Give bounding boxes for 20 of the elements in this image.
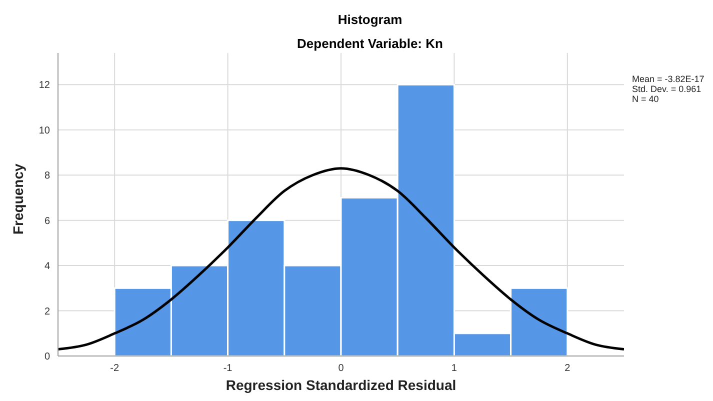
text: N = 40	[632, 94, 660, 104]
y-tick-label: 10	[38, 125, 50, 136]
y-tick-label: 6	[44, 216, 50, 227]
text: Std. Dev. = 0.961	[632, 84, 702, 94]
x-tick-label: -1	[223, 363, 233, 374]
text: Mean = -3.82E-17	[632, 74, 704, 84]
x-tick-label: 1	[451, 363, 458, 374]
y-axis-title: Frequency	[10, 163, 26, 234]
chart-subtitle: Dependent Variable: Kn	[296, 36, 444, 51]
line-series	[58, 167, 624, 350]
x-axis-title: Regression Standardized Residual	[226, 377, 456, 393]
y-tick-label: 2	[44, 306, 50, 318]
x-tick-label: 0	[338, 363, 344, 374]
y-tick-label: 4	[44, 261, 50, 272]
y-tick-label: 8	[44, 170, 50, 182]
x-tick-label: -2	[110, 363, 120, 374]
chart-title: Histogram	[336, 12, 404, 27]
x-tick-label: 2	[564, 363, 571, 374]
y-tick-label: 12	[38, 80, 50, 92]
y-tick-label: 0	[44, 352, 50, 363]
